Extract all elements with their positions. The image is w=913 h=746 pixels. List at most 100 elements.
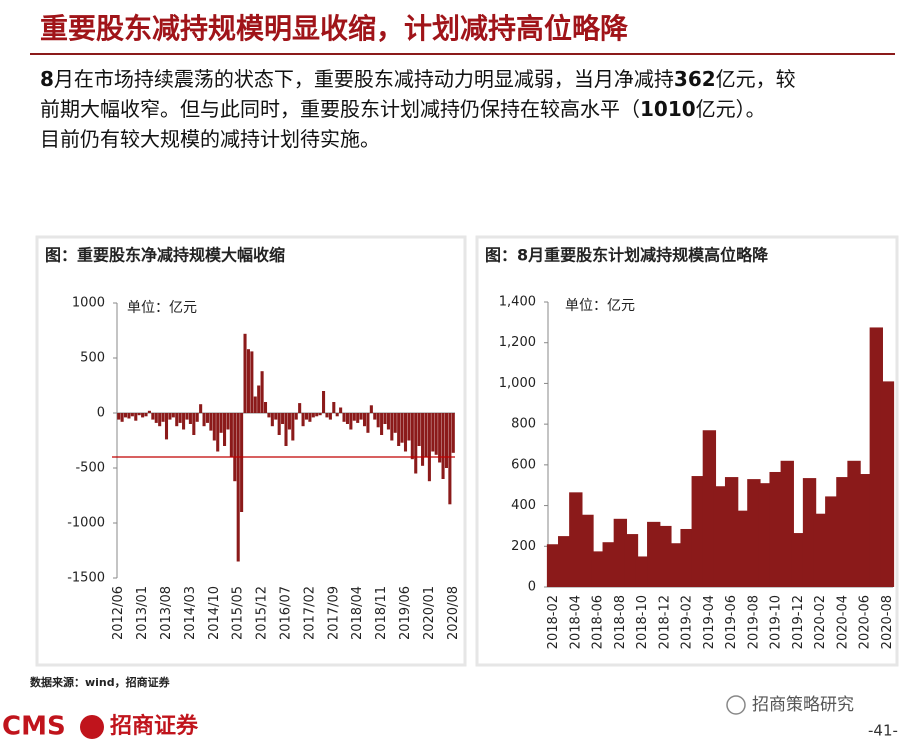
bar (386, 413, 390, 430)
x-tick-label: 2015/12 (255, 586, 270, 640)
bar (304, 413, 309, 420)
bar (380, 413, 384, 435)
bar (345, 413, 349, 424)
bar (414, 413, 418, 474)
bar (702, 430, 717, 587)
bar (813, 513, 828, 587)
bar (373, 413, 377, 420)
bar (151, 413, 155, 420)
bar (127, 413, 131, 419)
x-tick-label: 2019-10 (769, 595, 784, 649)
bar (274, 413, 278, 420)
left-panel (35, 235, 467, 667)
bar (263, 402, 268, 413)
bar (178, 413, 182, 423)
paragraph-line: 目前仍有较大规模的减持计划待实施。 (40, 127, 380, 151)
x-tick-label: 2018-12 (657, 595, 672, 649)
paragraph-segment: 亿元，较 (716, 67, 796, 91)
bar (120, 413, 124, 422)
bar (182, 413, 186, 430)
bar (691, 476, 705, 587)
bar (301, 413, 305, 427)
y-tick-label: -1000 (67, 516, 105, 531)
bar (318, 413, 322, 416)
bar (359, 413, 363, 420)
bar (407, 413, 411, 441)
x-tick-label: 2020-02 (813, 595, 828, 649)
bar (202, 413, 206, 427)
bar (713, 486, 728, 587)
bar (192, 413, 196, 435)
paragraph-segment: 362 (674, 67, 716, 91)
paragraph-segment: 月在市场持续震荡的状态下，重要股东减持动力明显减弱，当月净减持 (54, 67, 674, 91)
bar (647, 521, 661, 587)
bar (117, 413, 121, 420)
bar (613, 518, 628, 587)
x-tick-label: 2018-10 (635, 595, 650, 649)
x-tick-label: 2020-08 (880, 595, 895, 649)
bar (212, 413, 216, 441)
bar (397, 413, 401, 446)
bar (123, 413, 128, 418)
bar (624, 534, 639, 587)
bar (322, 391, 326, 413)
bar (393, 413, 397, 433)
bar (168, 413, 172, 420)
bar (342, 413, 346, 422)
bar (199, 404, 203, 413)
x-tick-label: 2018-08 (613, 595, 628, 649)
bar (349, 413, 353, 430)
x-tick-label: 2019-04 (702, 595, 717, 649)
y-tick-label: 0 (97, 406, 105, 421)
bar (858, 474, 872, 587)
paragraph-line: 8月在市场持续震荡的状态下，重要股东减持动力明显减弱，当月净减持362亿元，较 (40, 67, 796, 91)
bar (137, 413, 141, 416)
y-tick-label: 1000 (72, 296, 105, 311)
bar (332, 402, 336, 413)
bar (736, 510, 750, 587)
y-tick-label: 1,000 (499, 376, 536, 391)
bar (328, 413, 332, 420)
paragraph-segment: 目前仍有较大规模的减持计划待实施。 (40, 127, 380, 151)
slide-title: 重要股东减持规模明显收缩，计划减持高位略降 (40, 12, 629, 45)
chart-title: 图：8月重要股东计划减持规模高位略降 (485, 246, 769, 265)
bar (383, 413, 387, 424)
y-tick-label: 600 (511, 457, 536, 472)
bar (369, 405, 373, 413)
bar (569, 492, 583, 587)
bar (284, 413, 288, 446)
bar (635, 556, 650, 587)
bar (226, 413, 230, 430)
paragraph-segment: 1010 (640, 97, 696, 121)
unit-label: 单位：亿元 (127, 300, 197, 316)
x-tick-label: 2019-08 (746, 595, 761, 649)
y-tick-label: 400 (511, 498, 536, 513)
bar (431, 413, 435, 452)
bar (602, 542, 616, 587)
x-tick-label: 2018/04 (350, 586, 365, 640)
bar (434, 413, 438, 455)
paragraph: 8月在市场持续震荡的状态下，重要股东减持动力明显减弱，当月净减持362亿元，较前… (40, 67, 796, 151)
bar (366, 413, 370, 433)
bar (229, 413, 233, 457)
bar (580, 514, 594, 587)
bar (669, 543, 683, 587)
bar (195, 413, 199, 422)
bar (758, 483, 772, 587)
bar (780, 460, 794, 587)
x-tick-label: 2018-06 (591, 595, 606, 649)
bar (154, 413, 158, 423)
bar (267, 413, 271, 418)
x-tick-label: 2014/10 (207, 586, 222, 640)
y-tick-label: 1,400 (499, 295, 536, 310)
bar (546, 544, 561, 587)
x-tick-label: 2015/05 (231, 586, 246, 640)
bar (185, 413, 189, 420)
bar (403, 413, 408, 452)
x-tick-label: 2017/09 (326, 586, 341, 640)
page-number: -41- (868, 722, 898, 740)
bar (410, 413, 414, 460)
bar (558, 536, 572, 587)
bar (444, 413, 449, 468)
